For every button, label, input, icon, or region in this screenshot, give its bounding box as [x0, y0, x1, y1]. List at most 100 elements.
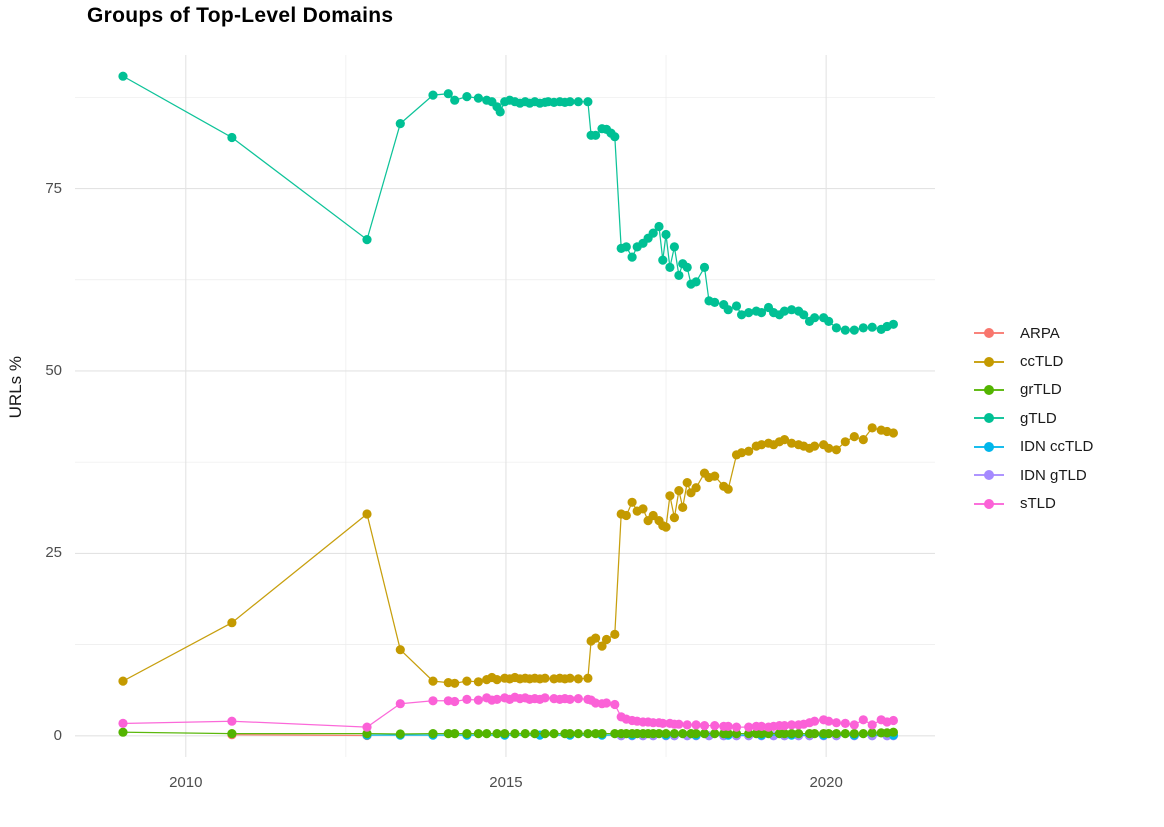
- series-line-gtld: [122, 75, 894, 331]
- series-point-cctld: [678, 502, 688, 512]
- series-point-gtld: [462, 92, 472, 102]
- series-point-cctld: [710, 471, 720, 481]
- series-point-gtld: [787, 305, 797, 315]
- series-point-stld: [888, 715, 899, 726]
- series-point-grtld: [443, 729, 453, 739]
- legend-item-arpa: ARPA: [972, 319, 1093, 347]
- series-point-stld: [756, 721, 767, 732]
- series-point-gtld: [654, 221, 664, 232]
- series-point-gtld: [583, 97, 593, 107]
- series-point-stld: [699, 721, 710, 731]
- series-point-cctld: [824, 443, 834, 453]
- series-point-gtld: [227, 132, 237, 143]
- series-point-grtld: [591, 729, 601, 739]
- series-point-stld: [674, 719, 684, 729]
- series-point-gtld: [824, 316, 834, 326]
- series-point-gtld: [756, 308, 767, 318]
- series-point-cctld: [665, 491, 675, 501]
- series-point-cctld: [492, 675, 502, 685]
- series-point-gtld: [591, 130, 601, 140]
- series-point-gtld: [658, 255, 668, 265]
- series-point-gtld: [779, 306, 790, 316]
- series-point-cctld: [565, 673, 575, 683]
- legend-key-icon: [972, 410, 1006, 426]
- series-point-grtld: [362, 729, 372, 739]
- series-point-gtld: [867, 322, 877, 332]
- series-point-cctld: [858, 435, 868, 445]
- y-tick-label: 0: [53, 726, 62, 744]
- series-line-arpa: [231, 734, 368, 737]
- series-point-gtld: [674, 270, 684, 280]
- series-point-cctld: [428, 676, 438, 686]
- series-point-grtld: [428, 729, 438, 739]
- legend-key-icon: [972, 467, 1006, 483]
- legend-item-cctld: ccTLD: [972, 347, 1093, 375]
- series-point-cctld: [888, 428, 899, 438]
- series-point-cctld: [840, 437, 850, 447]
- series-point-stld: [682, 720, 692, 730]
- series-point-stld: [540, 693, 550, 703]
- series-point-grtld: [710, 729, 720, 739]
- series-point-cctld: [787, 438, 797, 448]
- series-point-grtld: [473, 729, 483, 739]
- series-point-stld: [840, 718, 850, 729]
- legend-label: sTLD: [1020, 495, 1056, 513]
- series-point-grtld: [573, 729, 583, 739]
- series-point-grtld: [654, 729, 664, 739]
- series-point-grtld: [779, 729, 790, 739]
- series-point-cctld: [810, 441, 820, 451]
- series-point-grtld: [699, 729, 710, 739]
- series-point-grtld: [565, 729, 575, 739]
- series-point-grtld: [849, 729, 859, 739]
- series-point-gtld: [699, 262, 710, 272]
- x-tick-label: 2010: [169, 774, 203, 791]
- legend: ARPA ccTLD grTLD gTLD IDN ccTLD IDN gTLD sTLD: [972, 319, 1093, 518]
- series-point-gtld: [661, 229, 671, 240]
- series-point-cctld: [867, 423, 877, 433]
- series-point-cctld: [831, 445, 842, 455]
- legend-label: ARPA: [1020, 324, 1060, 342]
- y-tick-label: 75: [45, 179, 62, 197]
- series-point-stld: [565, 694, 575, 705]
- series-point-grtld: [482, 729, 492, 739]
- series-point-cctld: [661, 522, 671, 532]
- series-point-stld: [227, 716, 237, 726]
- series-point-gtld: [799, 310, 809, 320]
- series-point-grtld: [597, 729, 607, 739]
- series-point-cctld: [395, 645, 405, 655]
- series-point-grtld: [723, 729, 733, 739]
- series-point-stld: [787, 720, 797, 730]
- series-point-grtld: [831, 729, 842, 739]
- series-point-grtld: [462, 729, 472, 739]
- series-point-grtld: [395, 729, 405, 739]
- legend-item-gtld: gTLD: [972, 404, 1093, 432]
- series-point-grtld: [510, 729, 520, 739]
- legend-label: IDN gTLD: [1020, 466, 1087, 484]
- series-point-cctld: [450, 678, 460, 688]
- series-point-cctld: [737, 448, 747, 458]
- series-point-grtld: [583, 729, 593, 739]
- series-point-cctld: [118, 676, 128, 686]
- legend-item-idn-gtld: IDN gTLD: [972, 461, 1093, 489]
- series-point-grtld: [756, 729, 767, 739]
- series-point-gtld: [428, 90, 438, 100]
- series-point-cctld: [583, 673, 593, 683]
- series-point-stld: [601, 698, 612, 708]
- series-point-grtld: [540, 729, 550, 739]
- series-point-cctld: [597, 641, 607, 651]
- series-point-gtld: [621, 242, 631, 252]
- series-point-cctld: [601, 634, 612, 645]
- series-point-grtld: [867, 728, 877, 738]
- series-point-gtld: [395, 119, 405, 129]
- series-point-gtld: [648, 228, 658, 238]
- series-point-cctld: [674, 486, 684, 496]
- series-point-stld: [462, 694, 472, 705]
- series-point-grtld: [731, 729, 742, 739]
- series-point-grtld: [763, 729, 774, 739]
- legend-key-icon: [972, 496, 1006, 512]
- series-point-gtld: [849, 325, 859, 335]
- series-point-stld: [362, 722, 372, 732]
- series-point-cctld: [682, 478, 692, 488]
